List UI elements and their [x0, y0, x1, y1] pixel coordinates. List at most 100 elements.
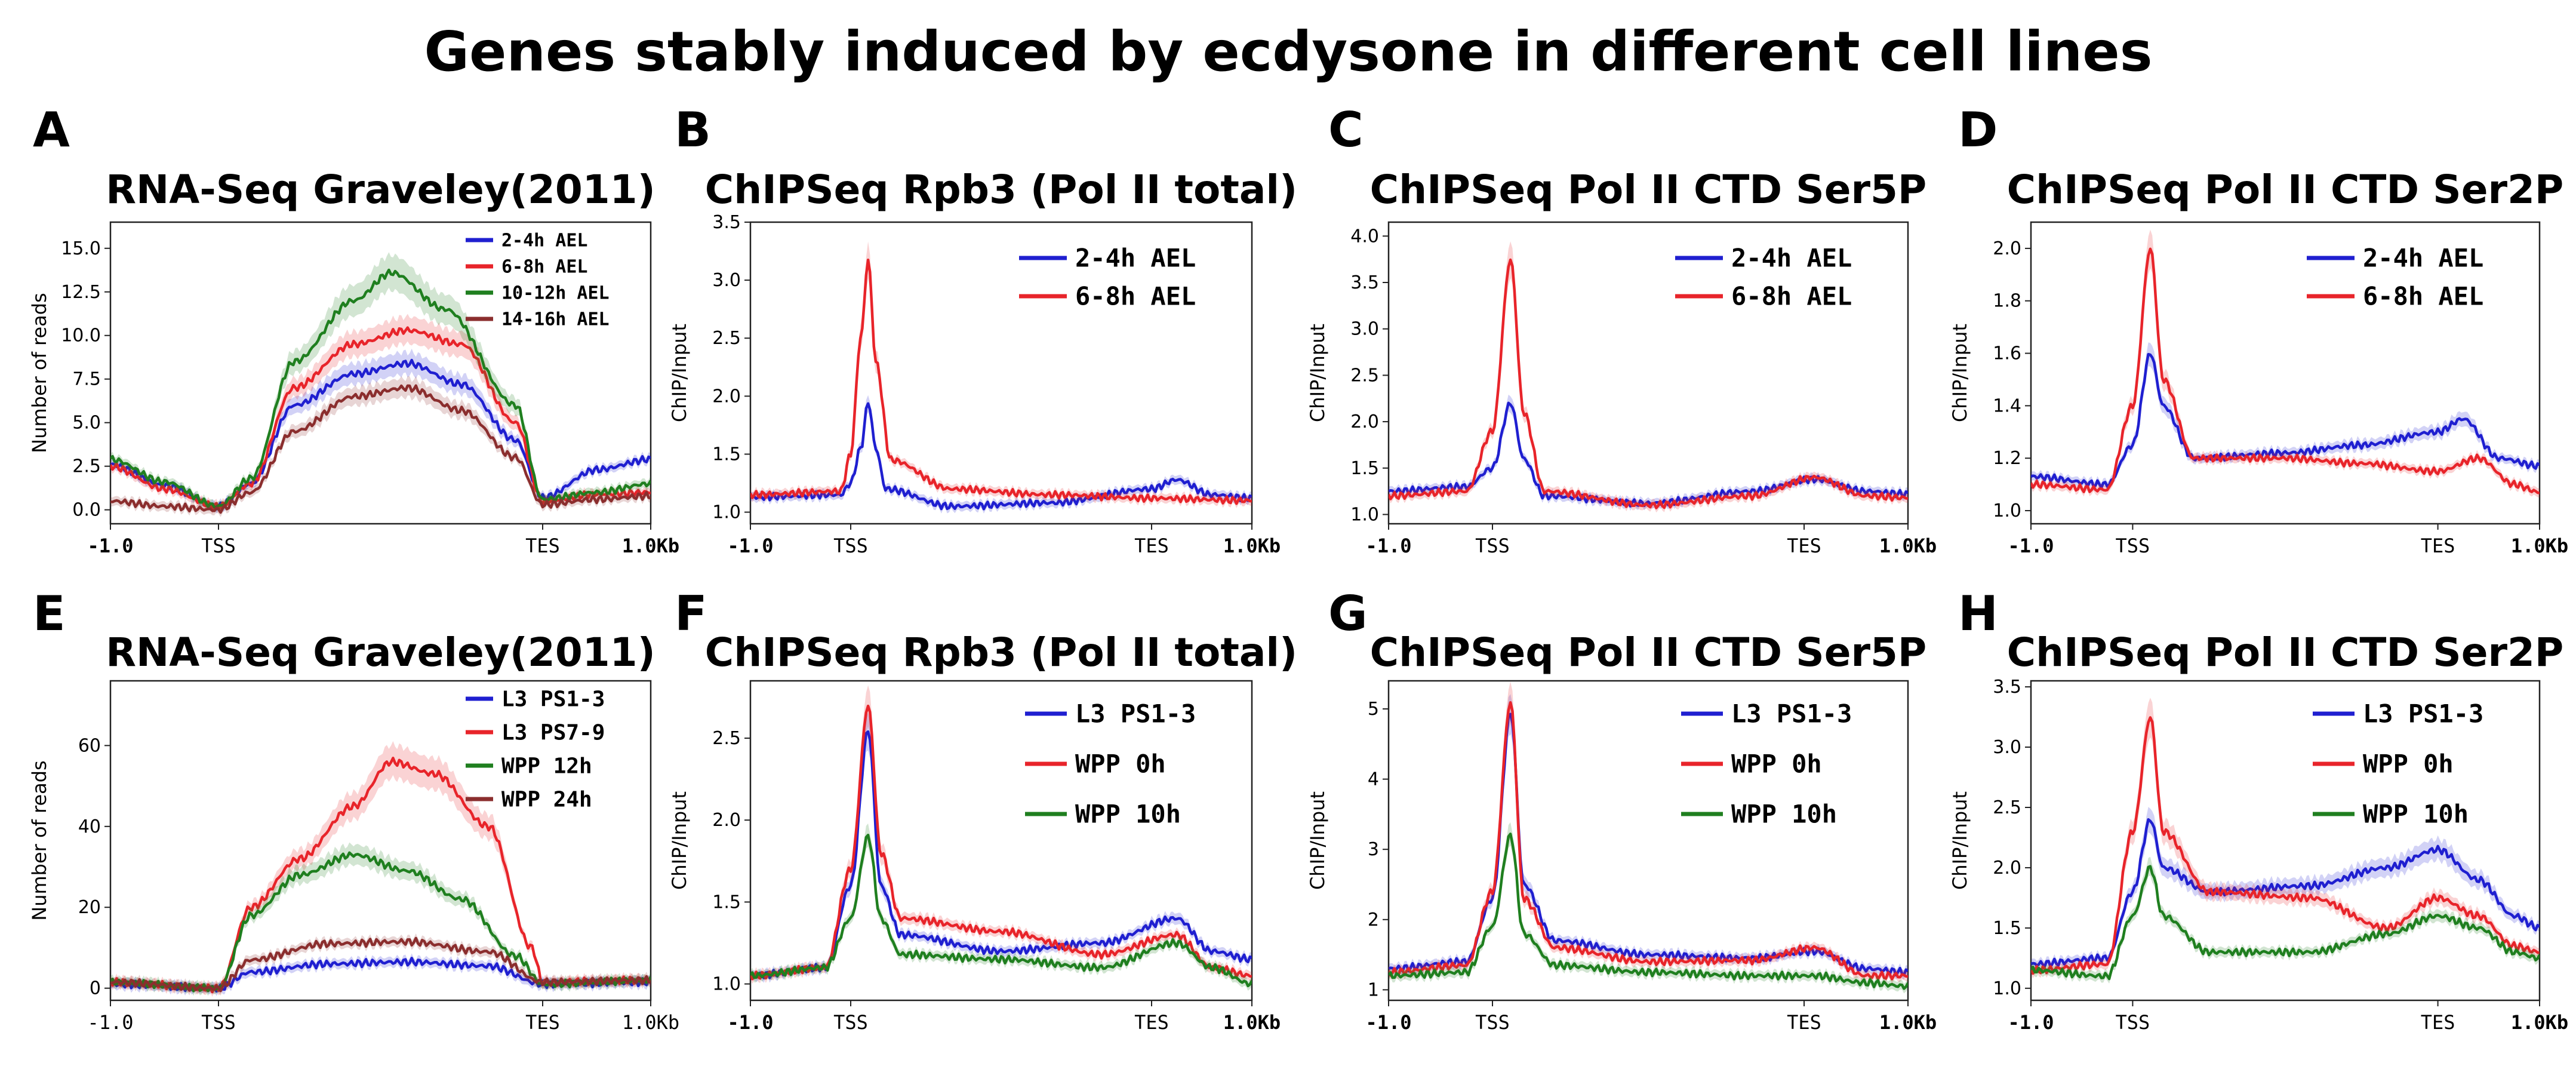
axes-frame — [1387, 680, 1909, 1002]
x-tick-label: TES — [1134, 535, 1169, 557]
panel-letter: B — [675, 102, 711, 158]
panel-letter: G — [1328, 586, 1368, 641]
legend-label: 14-16h AEL — [501, 309, 610, 330]
plot-area — [1389, 681, 1908, 994]
panel-letter: A — [33, 102, 70, 158]
plot-title: ChIPSeq Pol II CTD Ser2P — [2007, 167, 2564, 213]
y-axis-label: ChIP/Input — [668, 324, 691, 422]
axes-frame — [1387, 221, 1909, 525]
series-line — [2031, 818, 2540, 968]
y-tick-label: 60 — [78, 735, 101, 756]
series-line — [750, 730, 1252, 979]
y-tick-label: 0.0 — [72, 500, 101, 521]
series-line — [2031, 716, 2540, 975]
series-band — [2031, 698, 2540, 978]
legend-label: L3 PS1-3 — [501, 687, 605, 712]
y-tick-label: 1.6 — [1993, 343, 2021, 364]
x-tick-label: 1.0Kb — [622, 1011, 679, 1034]
y-tick-label: 20 — [78, 897, 101, 918]
x-tick-label: -1.0 — [2008, 535, 2054, 557]
series-line — [1389, 258, 1908, 509]
y-tick-label: 2 — [1368, 910, 1379, 930]
y-tick-label: 1.8 — [1993, 291, 2021, 312]
series-line — [1389, 401, 1908, 508]
legend: 2-4h AEL 6-8h AEL — [1675, 244, 1852, 311]
plot-title: RNA-Seq Graveley(2011) — [106, 629, 655, 675]
y-tick-label: 2.0 — [712, 386, 741, 407]
plot-title: ChIPSeq Rpb3 (Pol II total) — [705, 167, 1297, 213]
legend: L3 PS1-3 WPP 0h WPP 10h — [1681, 699, 1852, 829]
x-tick-label: TES — [2421, 1011, 2455, 1034]
figure-title: Genes stably induced by ecdysone in diff… — [424, 20, 2153, 84]
series-line — [750, 834, 1252, 988]
y-axis-label: Number of reads — [28, 293, 51, 453]
legend-label: WPP 10h — [1075, 800, 1181, 829]
x-tick-label: -1.0 — [1365, 535, 1411, 557]
y-tick-label: 1.0 — [1350, 504, 1379, 525]
series-line — [110, 384, 651, 514]
plot-area — [2031, 698, 2540, 984]
series-line — [1389, 712, 1908, 977]
axes-frame — [2030, 221, 2541, 525]
plot-title: ChIPSeq Pol II CTD Ser5P — [1370, 629, 1927, 675]
legend-label: 2-4h AEL — [501, 231, 588, 251]
y-tick-label: 10.0 — [61, 325, 101, 346]
x-tick-label: -1.0 — [727, 535, 773, 557]
y-tick-label: 2.5 — [72, 456, 101, 477]
legend-label: 6-8h AEL — [1731, 282, 1852, 311]
y-tick-label: 4.0 — [1350, 226, 1379, 247]
y-tick-label: 3.5 — [1993, 677, 2021, 698]
y-tick-label: 2.5 — [712, 328, 741, 349]
panels: A RNA-Seq Graveley(2011) 0.0 2.5 5.0 7.5 10.0 1… — [28, 102, 2568, 1034]
y-axis-label: ChIP/Input — [1949, 791, 1971, 890]
y-tick-label: 1.5 — [712, 892, 741, 913]
x-tick-label: TES — [525, 1011, 560, 1034]
y-axis-label: ChIP/Input — [1949, 324, 1971, 422]
x-tick-label: -1.0 — [727, 1011, 773, 1034]
y-tick-label: 2.5 — [1993, 797, 2021, 818]
plot-title: ChIPSeq Rpb3 (Pol II total) — [705, 629, 1297, 675]
legend-label: 10-12h AEL — [501, 283, 610, 304]
x-tick-label: 1.0Kb — [1879, 535, 1937, 557]
y-tick-label: 5 — [1368, 699, 1379, 720]
legend-label: L3 PS1-3 — [1075, 699, 1196, 729]
panel-e: E RNA-Seq Graveley(2011) 0 20 40 60 -1.0 TSS TES… — [28, 586, 679, 1034]
series-band — [110, 348, 651, 514]
legend-label: WPP 10h — [1731, 800, 1837, 829]
legend: L3 PS1-3 WPP 0h WPP 10h — [1025, 699, 1196, 829]
y-tick-label: 0 — [90, 978, 101, 999]
x-tick-label: TES — [1787, 535, 1821, 557]
legend: 2-4h AEL 6-8h AEL — [2307, 244, 2483, 311]
x-tick-label: TSS — [201, 535, 236, 557]
y-tick-label: 2.0 — [1993, 858, 2021, 879]
axes-frame — [2030, 680, 2541, 1002]
y-tick-label: 1.0 — [712, 974, 741, 995]
plot-title: ChIPSeq Pol II CTD Ser2P — [2007, 629, 2564, 675]
y-tick-label: 1.4 — [1993, 395, 2021, 416]
legend: 2-4h AEL 6-8h AEL 10-12h AEL 14-16h AEL — [466, 231, 610, 330]
series-band — [2031, 342, 2540, 492]
legend: 2-4h AEL 6-8h AEL — [1019, 244, 1196, 311]
y-tick-label: 3.0 — [1350, 319, 1379, 340]
legend-label: 6-8h AEL — [2363, 282, 2483, 311]
legend: L3 PS1-3 L3 PS7-9 WPP 12h WPP 24h — [466, 687, 605, 812]
y-axis-label: ChIP/Input — [1306, 324, 1329, 422]
panel-b: B ChIPSeq Rpb3 (Pol II total) 1.0 1.5 2.0 2.5… — [668, 102, 1297, 557]
plot-area — [1389, 241, 1908, 513]
legend-label: WPP 0h — [1075, 750, 1166, 779]
legend-label: WPP 12h — [501, 754, 592, 779]
series-line — [750, 402, 1252, 511]
panel-letter: E — [33, 586, 66, 641]
y-tick-label: 3.5 — [712, 212, 741, 233]
series-band — [110, 842, 651, 996]
legend-label: 2-4h AEL — [1075, 244, 1196, 273]
series-line — [110, 268, 651, 509]
x-tick-label: -1.0 — [87, 535, 133, 557]
y-axis-label: Number of reads — [28, 760, 51, 920]
plot-area — [110, 252, 651, 517]
series-line — [110, 851, 651, 993]
plot-area — [2031, 229, 2540, 498]
